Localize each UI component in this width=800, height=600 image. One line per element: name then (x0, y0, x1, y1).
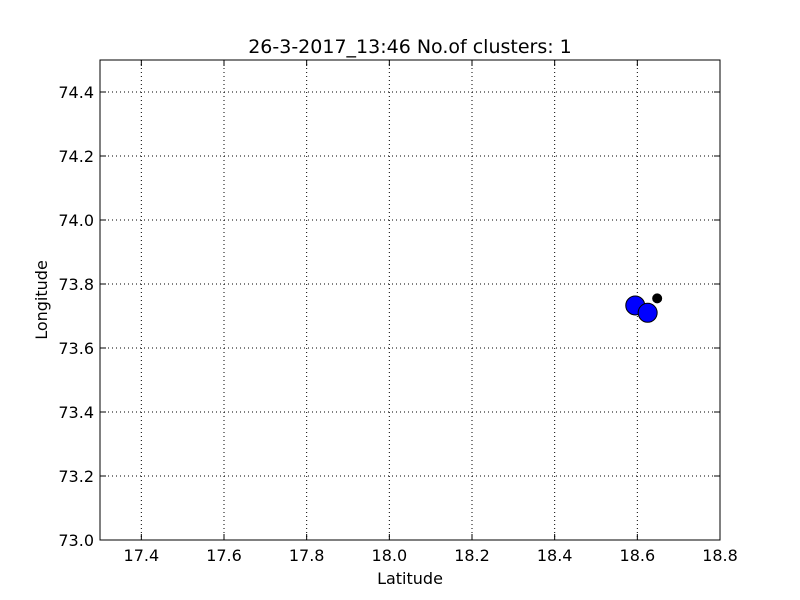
cluster-center-point (652, 293, 663, 304)
x-tick-label: 17.6 (206, 546, 242, 565)
x-tick-label: 17.8 (289, 546, 325, 565)
y-tick-label: 73.8 (58, 275, 94, 294)
y-tick-label: 74.0 (58, 211, 94, 230)
x-tick-label: 18.0 (372, 546, 408, 565)
y-tick-label: 74.4 (58, 83, 94, 102)
chart-title: 26-3-2017_13:46 No.of clusters: 1 (248, 36, 572, 58)
x-tick-label: 18.8 (702, 546, 738, 565)
data-point (637, 302, 658, 323)
x-axis-label: Latitude (377, 569, 443, 588)
y-tick-label: 73.6 (58, 339, 94, 358)
y-tick-label: 73.0 (58, 531, 94, 550)
y-tick-label: 74.2 (58, 147, 94, 166)
x-tick-label: 18.2 (454, 546, 490, 565)
tick-labels: 17.4 17.6 17.8 18.0 18.2 18.4 18.6 18.8 73.0 73.2… (58, 83, 737, 565)
grid (100, 60, 721, 541)
y-tick-label: 73.4 (58, 403, 94, 422)
y-axis-label: Longitude (32, 260, 51, 340)
x-tick-label: 17.4 (124, 546, 160, 565)
data-points (625, 293, 663, 323)
x-tick-label: 18.4 (537, 546, 573, 565)
y-tick-label: 73.2 (58, 467, 94, 486)
x-tick-label: 18.6 (620, 546, 656, 565)
axis-ticks (100, 60, 721, 541)
plot-frame (99, 59, 721, 541)
